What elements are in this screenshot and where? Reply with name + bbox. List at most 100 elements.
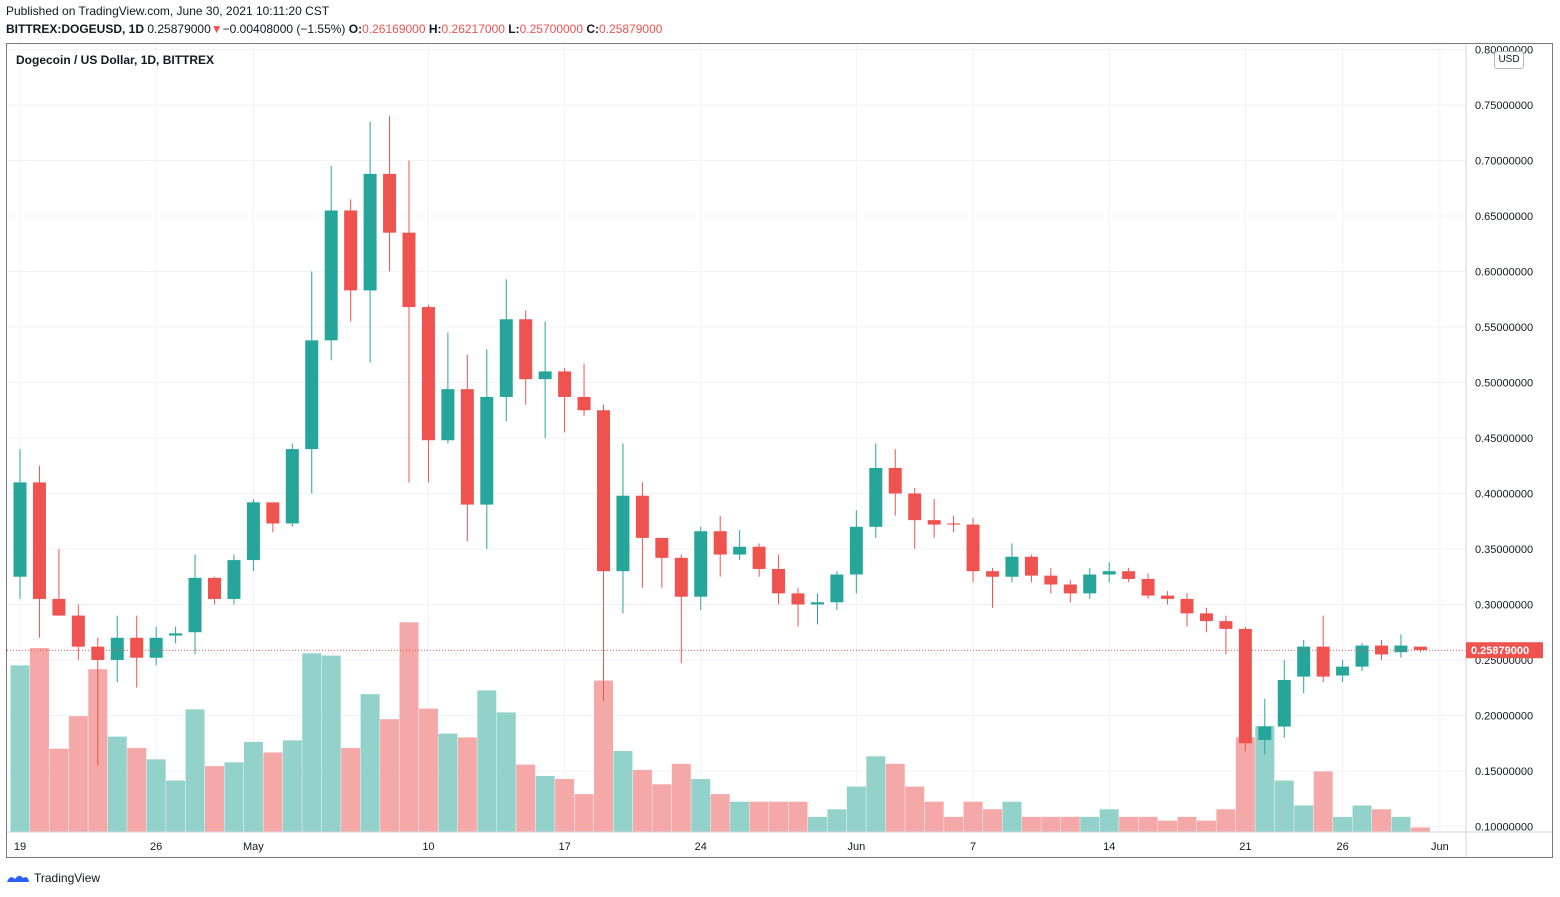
volume-bar bbox=[1372, 809, 1391, 832]
candle-body bbox=[246, 502, 260, 561]
volume-bar bbox=[1216, 809, 1236, 832]
candle-body bbox=[1102, 571, 1116, 575]
volume-bar bbox=[1352, 805, 1372, 832]
candle-body bbox=[694, 531, 708, 597]
published-line: Published on TradingView.com, June 30, 2… bbox=[6, 4, 330, 18]
volume-bar bbox=[516, 764, 536, 832]
volume-bar bbox=[399, 622, 419, 832]
volume-bar bbox=[652, 784, 672, 832]
volume-bar bbox=[1119, 816, 1139, 832]
y-tick-label: 0.40000000 bbox=[1475, 488, 1533, 500]
volume-bar bbox=[1274, 780, 1294, 832]
volume-bar bbox=[1021, 816, 1041, 832]
candle-body bbox=[1394, 645, 1408, 653]
volume-bar bbox=[730, 801, 750, 832]
candle-body bbox=[1005, 556, 1019, 577]
candle-body bbox=[1219, 621, 1233, 629]
volume-bar bbox=[418, 708, 438, 832]
candle-body bbox=[830, 574, 844, 603]
y-tick-label: 0.50000000 bbox=[1475, 378, 1533, 390]
open-label: O: bbox=[348, 22, 363, 36]
candle-body bbox=[305, 340, 319, 450]
volume-bar bbox=[29, 648, 49, 832]
currency-badge[interactable]: USD bbox=[1494, 51, 1524, 69]
volume-bar bbox=[49, 748, 69, 832]
x-tick-label: Jun bbox=[847, 841, 865, 853]
candle-body bbox=[1122, 571, 1136, 579]
volume-bar bbox=[282, 740, 302, 832]
candle-body bbox=[616, 495, 630, 572]
candle-body bbox=[869, 467, 883, 527]
last-price-badge bbox=[1466, 642, 1543, 659]
y-tick-label: 0.20000000 bbox=[1475, 710, 1533, 722]
volume-bar bbox=[1060, 816, 1080, 832]
candle-body bbox=[966, 524, 980, 572]
volume-bar bbox=[1099, 809, 1119, 832]
candle-body bbox=[558, 371, 572, 397]
volume-bar bbox=[302, 653, 322, 832]
close-label: C: bbox=[586, 22, 600, 36]
candle-body bbox=[986, 571, 999, 577]
candle-body bbox=[1024, 556, 1038, 576]
volume-bar bbox=[380, 719, 400, 832]
volume-bar bbox=[613, 750, 633, 832]
volume-bar bbox=[574, 794, 594, 832]
close-value: 0.25879000 bbox=[599, 22, 663, 36]
candle-body bbox=[13, 482, 27, 577]
candle-body bbox=[597, 410, 610, 572]
y-tick-label: 0.35000000 bbox=[1475, 544, 1533, 556]
volume-bar bbox=[68, 716, 88, 832]
volume-bar bbox=[769, 801, 789, 832]
x-tick-label: 19 bbox=[14, 841, 26, 853]
volume-bar bbox=[263, 752, 283, 832]
volume-bar bbox=[1196, 820, 1216, 832]
volume-bar bbox=[457, 737, 477, 832]
volume-bar bbox=[1235, 737, 1255, 832]
y-tick-label: 0.75000000 bbox=[1475, 100, 1533, 112]
last-price-label: 0.25879000 bbox=[1471, 645, 1529, 657]
volume-bar bbox=[321, 655, 341, 832]
volume-bar bbox=[1002, 801, 1022, 832]
candle-body bbox=[888, 467, 902, 494]
volume-bar bbox=[788, 801, 808, 832]
volume-bar bbox=[185, 709, 205, 832]
low-label: L: bbox=[508, 22, 520, 36]
x-tick-label: 26 bbox=[150, 841, 162, 853]
volume-bar bbox=[905, 786, 925, 832]
y-tick-label: 0.60000000 bbox=[1475, 267, 1533, 279]
candle-body bbox=[927, 520, 941, 525]
volume-bar bbox=[691, 779, 711, 832]
candle-body bbox=[1355, 645, 1369, 667]
candle-body bbox=[1161, 595, 1175, 599]
candle-body bbox=[1044, 575, 1058, 585]
candle-body bbox=[441, 389, 455, 441]
candle-body bbox=[849, 526, 863, 575]
candle-body bbox=[1141, 578, 1155, 596]
volume-bar bbox=[1080, 816, 1100, 832]
candle-body bbox=[91, 646, 105, 660]
volume-bar bbox=[496, 712, 516, 832]
candle-body bbox=[674, 557, 688, 597]
symbol-label: BITTREX:DOGEUSD, 1D bbox=[6, 22, 145, 36]
x-tick-label: 26 bbox=[1336, 841, 1348, 853]
y-tick-label: 0.65000000 bbox=[1475, 211, 1533, 223]
footer-brand-label: TradingView bbox=[34, 871, 101, 885]
chart-title: Dogecoin / US Dollar, 1D, BITTREX bbox=[16, 53, 215, 67]
volume-bar bbox=[166, 780, 186, 832]
candle-body bbox=[344, 210, 358, 291]
x-tick-label: Jun bbox=[1431, 841, 1449, 853]
candle-body bbox=[110, 637, 124, 660]
volume-bar bbox=[107, 736, 127, 832]
x-tick-label: 7 bbox=[970, 841, 976, 853]
candle-body bbox=[52, 598, 66, 616]
y-tick-label: 0.70000000 bbox=[1475, 156, 1533, 168]
volume-bar bbox=[1410, 827, 1430, 832]
footer-brand[interactable]: TradingView bbox=[6, 870, 100, 886]
candle-body bbox=[1297, 646, 1311, 677]
volume-bar bbox=[963, 801, 983, 832]
high-label: H: bbox=[428, 22, 442, 36]
volume-bar bbox=[827, 809, 847, 832]
x-tick-label: May bbox=[243, 841, 264, 853]
open-value: 0.26169000 bbox=[362, 22, 426, 36]
